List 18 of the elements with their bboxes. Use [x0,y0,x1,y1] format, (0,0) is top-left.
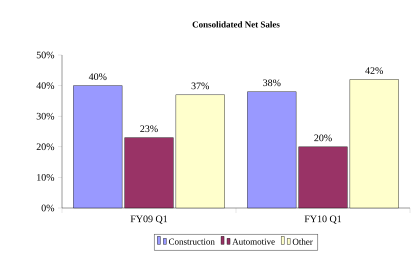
y-tick-label: 20% [36,143,54,150]
y-tick-label: 0% [42,204,54,212]
data-label: 23% [140,125,158,132]
y-tick-label: 50% [36,52,54,58]
data-label: 37% [192,82,210,90]
data-label: 20% [314,134,332,142]
y-tick-label: 10% [37,174,54,181]
data-label: 38% [263,79,281,86]
legend-label: Construction [168,238,215,245]
data-label: 42% [365,67,384,74]
y-tick-label: 40% [36,82,54,89]
chart-title: Consolidated Net Sales [192,21,280,28]
legend-label: Other [292,238,313,245]
x-tick-label: FY10 Q1 [304,216,342,224]
y-tick-label: 30% [36,112,54,120]
data-label: 40% [88,73,107,80]
x-tick-label: FY09 Q1 [130,216,168,224]
legend-label: Automotive [232,238,275,245]
